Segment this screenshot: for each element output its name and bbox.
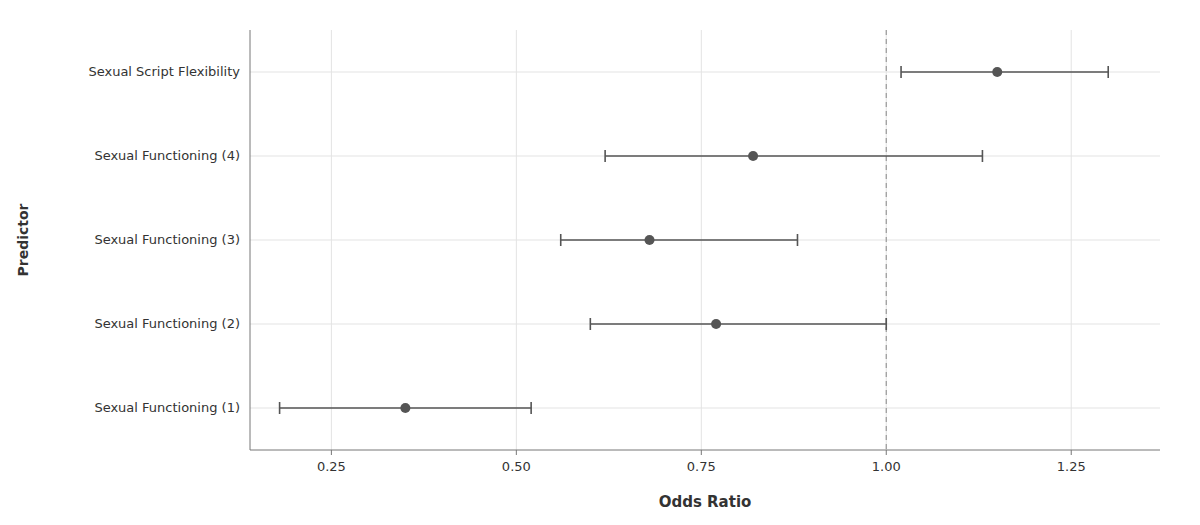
error-cap-high [797, 234, 799, 246]
grid-line-y [250, 408, 1160, 409]
grid [250, 30, 1160, 450]
grid-line-y [250, 240, 1160, 241]
point [711, 319, 721, 329]
error-cap-high [982, 150, 984, 162]
x-axis-title: Odds Ratio [659, 493, 752, 511]
x-tick [516, 450, 517, 455]
error-bar [901, 71, 1108, 73]
error-cap-low [900, 66, 902, 78]
error-cap-high [885, 318, 887, 330]
category-label: Sexual Script Flexibility [88, 64, 240, 79]
x-tick-label: 1.25 [1057, 459, 1086, 474]
y-axis-line [250, 30, 251, 450]
chart: 0.25 0.50 0.75 1.00 1.25 Sexual Script Flexib… [0, 0, 1200, 525]
axes: 0.25 0.50 0.75 1.00 1.25 Sexual Script Flexib… [15, 30, 1160, 511]
category-label: Sexual Functioning (4) [94, 148, 240, 163]
category-label: Sexual Functioning (1) [94, 400, 240, 415]
x-tick-label: 0.25 [317, 459, 346, 474]
error-cap-low [604, 150, 606, 162]
y-axis-title: Predictor [15, 203, 31, 276]
point [748, 151, 758, 161]
point [645, 235, 655, 245]
grid-line-y [250, 324, 1160, 325]
category-label: Sexual Functioning (3) [94, 232, 240, 247]
x-tick-label: 1.00 [872, 459, 901, 474]
x-tick-label: 0.50 [502, 459, 531, 474]
x-tick [886, 450, 887, 455]
error-bar [605, 155, 982, 157]
chart-container: 0.25 0.50 0.75 1.00 1.25 Sexual Script Flexib… [0, 0, 1200, 525]
error-cap-low [560, 234, 562, 246]
error-cap-low [590, 318, 592, 330]
error-cap-high [530, 402, 532, 414]
marks [280, 66, 1109, 414]
grid-line-x [886, 30, 887, 450]
error-cap-high [1107, 66, 1109, 78]
x-tick [1071, 450, 1072, 455]
x-tick-label: 0.75 [687, 459, 716, 474]
x-tick [701, 450, 702, 455]
error-bar [561, 239, 798, 241]
grid-line-y [250, 72, 1160, 73]
x-axis-line [250, 450, 1160, 451]
error-bar [590, 323, 886, 325]
point [400, 403, 410, 413]
category-label: Sexual Functioning (2) [94, 316, 240, 331]
x-tick [331, 450, 332, 455]
grid-line-y [250, 156, 1160, 157]
error-cap-low [279, 402, 281, 414]
reference-line [886, 30, 887, 450]
point [992, 67, 1002, 77]
page: {"chart_data": {"type": "forest", "orien… [0, 0, 1200, 525]
